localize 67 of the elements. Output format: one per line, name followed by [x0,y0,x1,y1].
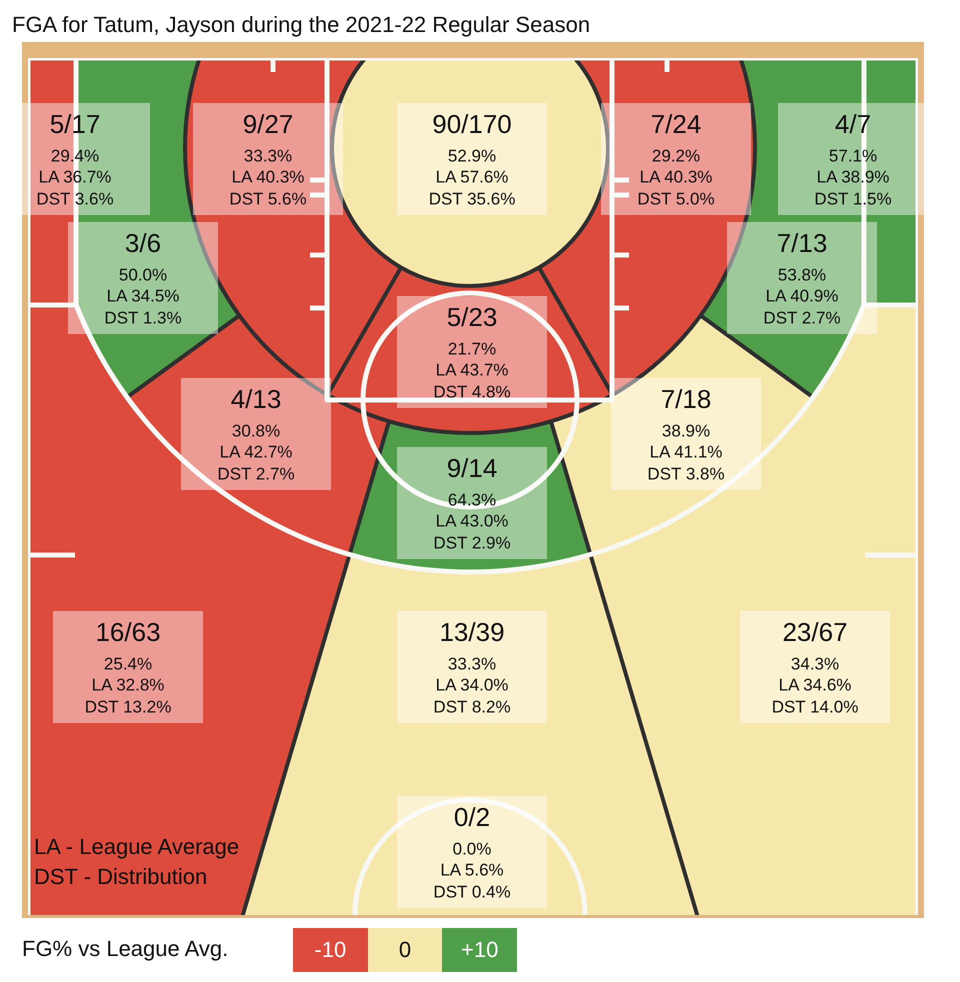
data-label: LA 57.6% [436,168,508,187]
data-label: DST 2.9% [433,534,511,553]
data-label: 33.3% [448,654,496,674]
data-label: LA 36.7% [38,168,112,187]
data-label: LA 34.6% [778,676,852,695]
data-label: 52.9% [448,146,496,166]
category-label: 5/23 [446,302,498,332]
data-label: DST 2.7% [217,464,295,484]
data-label: 34.3% [790,654,840,674]
data-label: 57.1% [828,146,878,166]
category-label: 4/13 [230,384,282,414]
data-label: LA 43.0% [436,512,508,531]
category-label: 7/13 [776,228,828,258]
category-label: 5/17 [50,109,100,140]
data-label: LA 40.9% [766,286,838,306]
category-label: 16/63 [95,617,161,648]
data-label: 64.3% [448,490,496,510]
data-label: DST 1.3% [104,308,182,328]
data-label: LA 5.6% [440,860,504,880]
data-label: DST 3.6% [36,190,114,209]
data-label: DST 13.2% [84,698,172,717]
data-label: LA 40.3% [640,168,712,187]
category-label: 7/18 [660,384,712,414]
data-label: DST 4.8% [433,382,511,402]
text: +10 [442,928,517,972]
text: LA - League Average [34,833,240,861]
data-label: LA 42.7% [220,442,292,462]
category-label: 0/2 [454,802,490,832]
category-label: 9/14 [446,453,498,484]
text: FGA for Tatum, Jayson during the 2021-22 Regular Season [12,12,590,38]
data-label: 53.8% [778,266,826,285]
data-label: 30.8% [232,422,280,441]
data-label: DST 5.0% [637,190,715,209]
data-label: LA 41.1% [650,442,722,462]
data-label: 33.3% [244,146,292,166]
data-label: LA 34.0% [436,676,508,695]
data-label: DST 1.5% [814,190,892,209]
category-label: 4/7 [834,109,872,140]
data-label: 29.4% [50,146,100,166]
category-label: 23/67 [782,617,848,648]
data-label: LA 32.8% [92,676,164,695]
category-label: 3/6 [124,228,162,258]
data-label: DST 35.6% [428,190,516,209]
data-label: LA 40.3% [232,168,304,187]
text: DST - Distribution [34,863,208,891]
data-label: 0.0% [452,840,492,859]
text: -10 [293,928,368,972]
data-label: LA 38.9% [816,168,890,187]
data-label: 29.2% [652,146,700,166]
category-label: 7/24 [650,109,702,140]
data-label: DST 5.6% [229,190,307,209]
data-label: DST 3.8% [647,464,725,484]
data-label: DST 8.2% [433,698,511,717]
color-bar-title: FG% vs League Avg. [22,936,228,962]
data-label: LA 43.7% [436,360,508,380]
data-label: 50.0% [118,266,168,285]
data-label: 25.4% [104,654,152,674]
data-label: DST 0.4% [433,882,511,902]
category-label: 90/170 [432,109,512,140]
data-label: DST 2.7% [763,308,841,328]
data-label: 21.7% [448,340,496,359]
category-label: 13/39 [439,617,505,648]
text: 0 [368,928,442,972]
data-label: DST 14.0% [772,698,858,717]
data-label: LA 34.5% [106,286,180,306]
category-label: 9/27 [242,109,294,140]
data-label: 38.9% [662,422,710,441]
